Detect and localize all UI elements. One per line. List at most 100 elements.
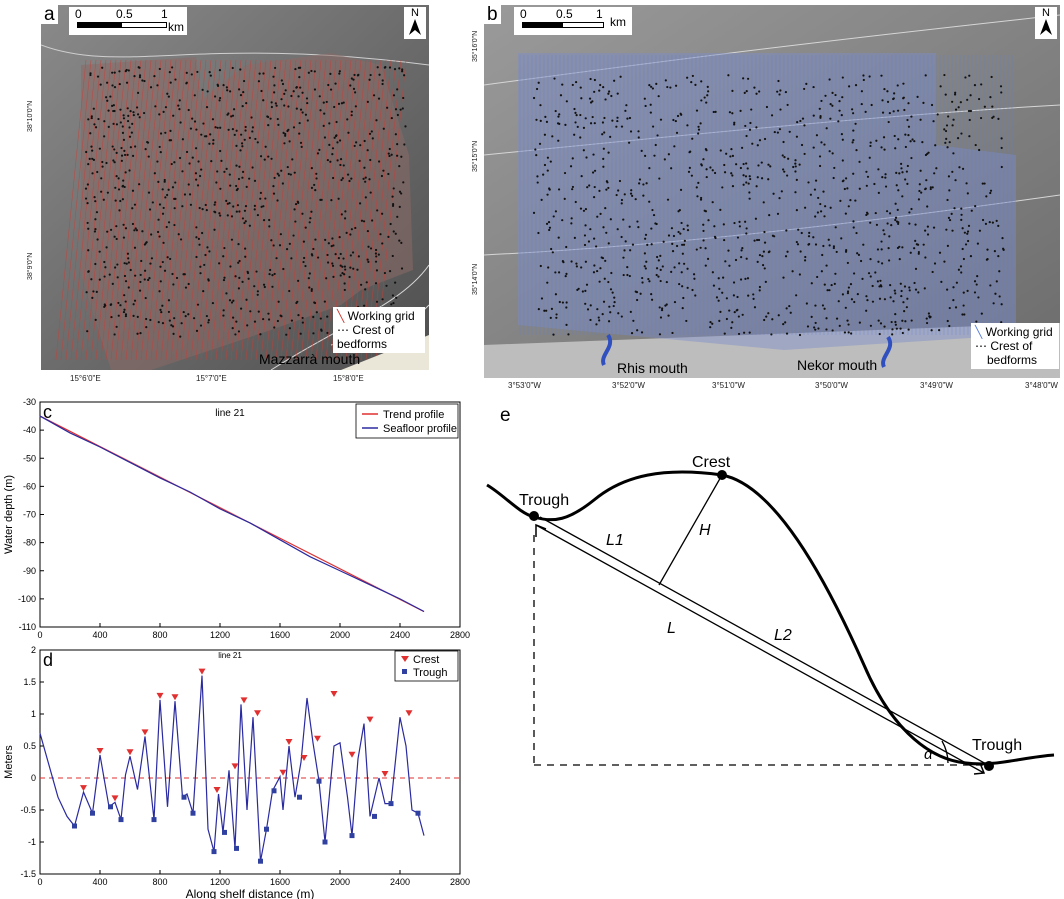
- grid-line: [290, 59, 322, 361]
- crest-dot: [272, 244, 275, 247]
- crest-dot: [881, 99, 884, 102]
- crest-dot: [589, 122, 593, 125]
- diagram-e: e Crest Trough Trough H L1 L L2 α: [486, 405, 1055, 775]
- crest-marker: [156, 692, 164, 699]
- trough-marker: [72, 823, 77, 829]
- crest-dot: [781, 154, 784, 157]
- crest-dot: [846, 187, 849, 190]
- crest-dot: [670, 167, 673, 170]
- crest-dot: [551, 251, 554, 254]
- crest-dot: [91, 172, 94, 175]
- crest-dot: [253, 285, 256, 288]
- crest-dot: [349, 84, 352, 87]
- crest-dot: [704, 264, 707, 267]
- crest-dot: [308, 272, 311, 275]
- crest-dot: [786, 250, 789, 253]
- crest-dot: [370, 130, 373, 133]
- crest-dot: [717, 277, 720, 280]
- crest-dot: [929, 186, 932, 189]
- crest-dot: [204, 203, 207, 207]
- crest-dot: [850, 298, 854, 301]
- crest-dot: [575, 262, 578, 265]
- crest-dot: [381, 298, 384, 301]
- crest-dot: [922, 243, 925, 246]
- crest-dot: [687, 170, 691, 173]
- crest-dot: [683, 239, 686, 242]
- crest-dot: [163, 269, 167, 272]
- grid-line: [260, 59, 292, 361]
- crest-dot: [588, 184, 591, 187]
- crest-dot: [398, 67, 401, 70]
- crest-dot: [734, 258, 738, 262]
- crest-dot: [550, 307, 554, 311]
- crest-dot: [909, 251, 912, 254]
- crest-dot: [179, 335, 182, 338]
- crest-dot: [561, 301, 564, 304]
- crest-dot: [326, 158, 329, 162]
- crest-dot: [235, 184, 238, 188]
- crest-dot: [933, 262, 937, 265]
- crest-dot: [924, 74, 927, 77]
- crest-dot: [237, 287, 241, 290]
- crest-dot: [997, 255, 1000, 258]
- crest-dot: [805, 82, 808, 85]
- crest-dot: [591, 171, 595, 174]
- crest-dot: [167, 221, 171, 224]
- grid-line: [75, 59, 107, 361]
- crest-dot: [353, 144, 356, 148]
- crest-dot: [637, 226, 640, 229]
- crest-dot: [352, 87, 356, 91]
- trough-marker: [349, 833, 355, 839]
- crest-dot: [880, 248, 883, 251]
- crest-dot: [367, 260, 370, 263]
- crest-dot: [896, 84, 899, 87]
- crest-dot: [195, 128, 198, 131]
- crest-dot: [969, 254, 973, 258]
- crest-dot: [948, 218, 952, 222]
- crest-dot: [981, 218, 985, 222]
- crest-dot: [147, 155, 150, 158]
- crest-dot: [551, 135, 554, 138]
- crest-dot: [673, 266, 676, 269]
- crest-dot: [273, 84, 276, 87]
- crest-dot: [113, 333, 116, 336]
- crest-dot: [631, 194, 634, 197]
- trough-marker: [271, 788, 277, 794]
- crest-dot: [132, 114, 135, 117]
- crest-marker: [381, 771, 389, 777]
- crest-dot: [738, 220, 741, 223]
- crest-dot: [552, 215, 555, 218]
- crest-dot: [691, 74, 694, 78]
- crest-dot: [632, 319, 635, 322]
- crest-dot: [764, 280, 767, 283]
- crest-dot: [878, 297, 882, 300]
- crest-dot: [124, 280, 128, 283]
- crest-dot: [570, 222, 573, 225]
- crest-dot: [623, 249, 626, 252]
- crest-dot: [127, 286, 130, 289]
- crest-marker: [300, 755, 308, 761]
- crest-dot: [916, 243, 920, 246]
- crest-dot: [948, 141, 951, 144]
- x-tick-label: 1600: [270, 877, 290, 887]
- crest-dot: [263, 158, 266, 161]
- crest-dot: [244, 220, 247, 223]
- x-tick-label: 0: [37, 630, 42, 640]
- crest-dot: [87, 227, 90, 230]
- crest-dot: [105, 96, 108, 99]
- crest-dot: [127, 257, 130, 260]
- crest-dot: [133, 74, 136, 78]
- crest-dot: [869, 258, 872, 261]
- crest-dot: [333, 136, 336, 139]
- crest-dot: [547, 221, 551, 224]
- crest-dot: [705, 175, 708, 179]
- grid-line: [80, 59, 112, 361]
- crest-dot: [638, 182, 641, 185]
- crest-dot: [378, 160, 381, 163]
- crest-dot: [394, 281, 397, 284]
- crest-dot: [374, 282, 378, 285]
- crest-dot: [334, 253, 337, 256]
- crest-dot: [222, 84, 225, 87]
- crest-marker: [126, 749, 134, 756]
- crest-dot: [290, 257, 293, 260]
